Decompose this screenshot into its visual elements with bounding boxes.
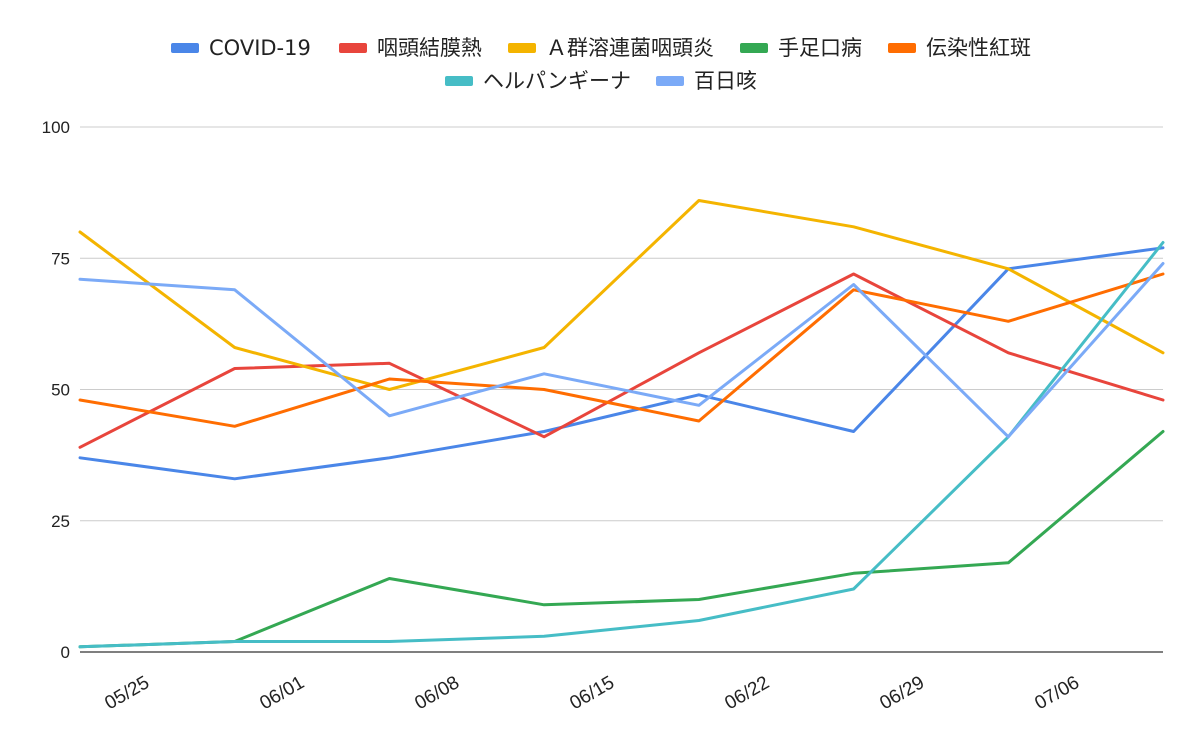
legend-swatch xyxy=(740,43,768,53)
x-tick-label: 05/25 xyxy=(101,672,153,714)
y-tick-label: 50 xyxy=(51,381,70,400)
x-tick-label: 06/08 xyxy=(411,672,463,714)
legend-swatch xyxy=(445,76,473,86)
x-tick-label: 06/01 xyxy=(256,672,308,714)
series-line-0 xyxy=(78,246,1165,481)
legend-swatch xyxy=(888,43,916,53)
legend-swatch xyxy=(508,43,536,53)
x-tick-label: 06/29 xyxy=(876,672,928,714)
y-axis-ticks: 0 25 50 75 100 xyxy=(42,118,70,662)
y-tick-label: 0 xyxy=(61,643,70,662)
x-tick-label: 07/06 xyxy=(1031,672,1083,714)
legend-swatch xyxy=(656,76,684,86)
series-line-4 xyxy=(78,272,1165,428)
legend-label: ヘルパンギーナ xyxy=(483,69,631,93)
legend-item: 咽頭結膜熱 xyxy=(339,36,482,60)
legend-label: 手足口病 xyxy=(778,36,862,60)
legend-item: Ａ群溶連菌咽頭炎 xyxy=(508,36,714,60)
legend-label: 伝染性紅斑 xyxy=(926,36,1031,60)
x-tick-label: 06/15 xyxy=(566,672,618,714)
series-line-3 xyxy=(78,430,1165,649)
legend-swatch xyxy=(339,43,367,53)
legend-item: 百日咳 xyxy=(656,69,757,93)
series-line-6 xyxy=(78,262,1165,439)
x-tick-label: 06/22 xyxy=(721,672,773,714)
x-axis-ticks: 05/25 06/01 06/08 06/15 06/22 06/29 07/06 xyxy=(101,672,1083,714)
y-tick-label: 75 xyxy=(51,249,70,268)
legend-label: Ａ群溶連菌咽頭炎 xyxy=(546,36,714,60)
legend-swatch xyxy=(171,43,199,53)
y-tick-label: 25 xyxy=(51,512,70,531)
legend-label: 咽頭結膜熱 xyxy=(377,36,482,60)
legend-item: 伝染性紅斑 xyxy=(888,36,1031,60)
legend-label: COVID-19 xyxy=(209,36,311,60)
series-lines xyxy=(78,199,1165,649)
legend-item: ヘルパンギーナ xyxy=(445,69,631,93)
series-line-2 xyxy=(78,199,1165,391)
y-tick-label: 100 xyxy=(42,118,70,137)
legend-label: 百日咳 xyxy=(694,69,757,93)
gridlines xyxy=(80,126,1163,522)
series-line-5 xyxy=(78,241,1165,649)
legend-item: COVID-19 xyxy=(171,36,311,60)
legend-item: 手足口病 xyxy=(740,36,862,60)
series-line-1 xyxy=(78,272,1165,449)
